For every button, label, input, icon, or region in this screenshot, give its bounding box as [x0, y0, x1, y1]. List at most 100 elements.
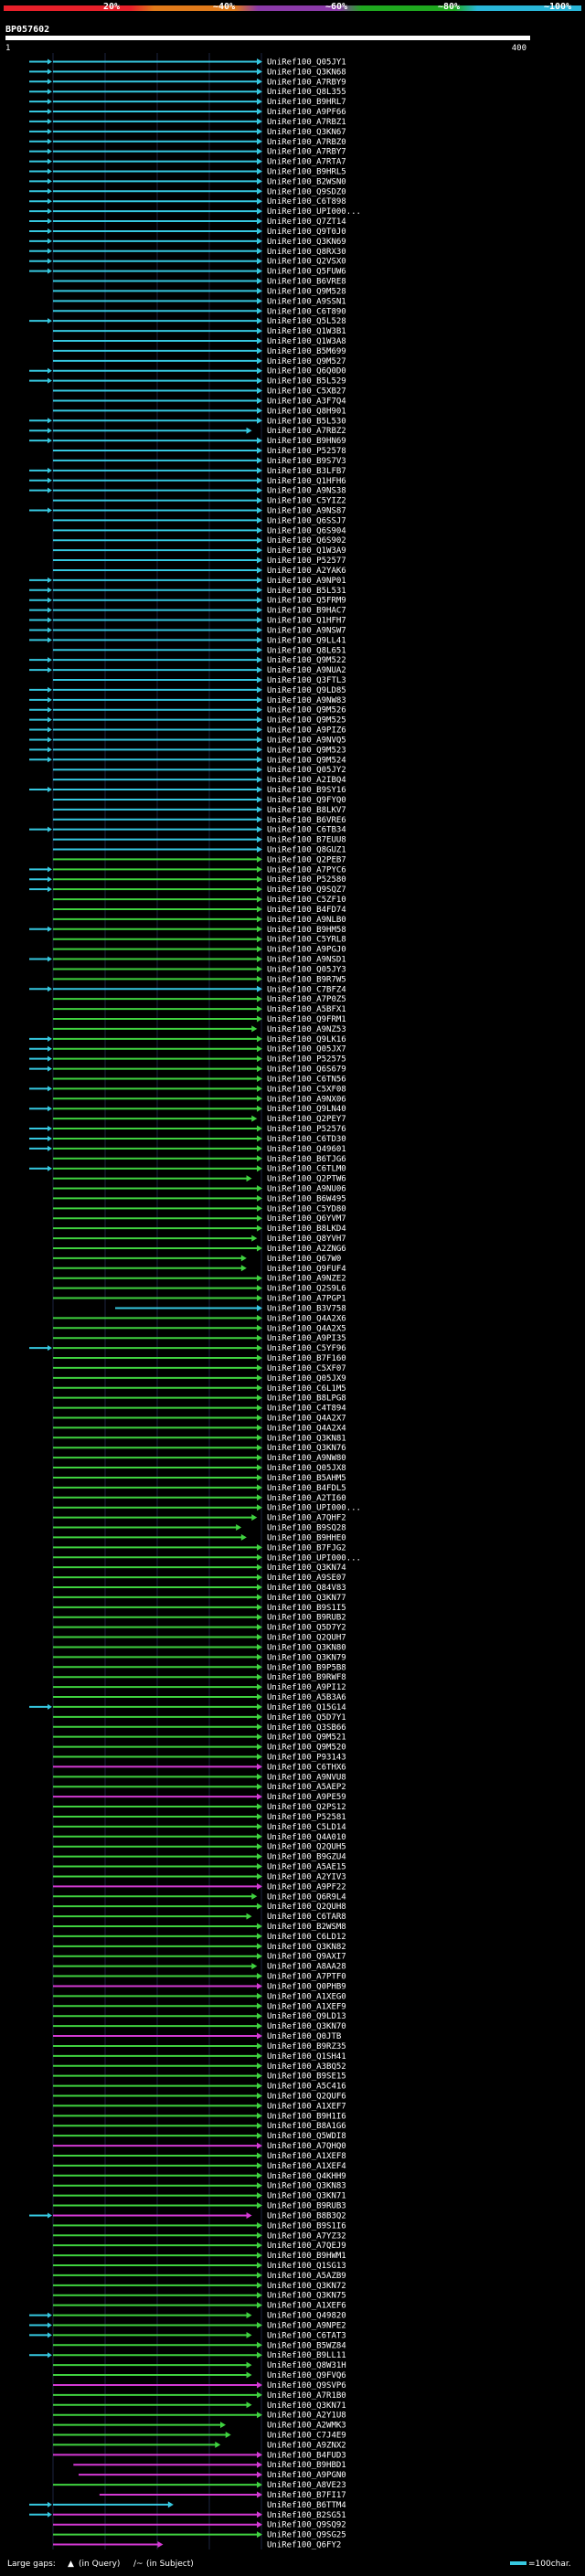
hit-label[interactable]: UniRef100_A9PIZ6 — [267, 726, 346, 736]
hit-label[interactable]: UniRef100_Q4KHH9 — [267, 2172, 346, 2181]
hit-row[interactable]: UniRef100_Q9M522 — [29, 656, 346, 665]
hit-row[interactable]: UniRef100_Q5WDI8 — [53, 2132, 346, 2141]
hit-label[interactable]: UniRef100_UPI000... — [267, 207, 361, 217]
hit-label[interactable]: UniRef100_Q9M523 — [267, 746, 346, 755]
hit-label[interactable]: UniRef100_B6TTM4 — [267, 2501, 346, 2510]
hit-label[interactable]: UniRef100_C6TAT3 — [267, 2331, 346, 2340]
hit-label[interactable]: UniRef100_C5ZF10 — [267, 896, 346, 905]
hit-row[interactable]: UniRef100_B9HRL7 — [29, 98, 346, 107]
hit-label[interactable]: UniRef100_A1XEF8 — [267, 2152, 346, 2161]
hit-label[interactable]: UniRef100_B9SY16 — [267, 786, 346, 795]
hit-row[interactable]: UniRef100_Q05JY3 — [53, 965, 346, 974]
hit-label[interactable]: UniRef100_B9HHE0 — [267, 1533, 346, 1542]
hit-label[interactable]: UniRef100_B9HN69 — [267, 437, 346, 446]
hit-row[interactable]: UniRef100_A3F7Q4 — [53, 397, 346, 406]
hit-label[interactable]: UniRef100_Q3KN82 — [267, 1943, 346, 1952]
hit-row[interactable]: UniRef100_Q3KN70 — [53, 2022, 346, 2031]
hit-row[interactable]: UniRef100_Q2QUH8 — [53, 1903, 346, 1912]
hit-row[interactable]: UniRef100_Q9SG25 — [53, 2531, 346, 2540]
hit-label[interactable]: UniRef100_Q9M520 — [267, 1744, 346, 1753]
hit-label[interactable]: UniRef100_B3V758 — [267, 1304, 346, 1313]
hit-row[interactable]: UniRef100_Q6R9L4 — [53, 1892, 346, 1902]
hit-row[interactable]: UniRef100_UPI000... — [53, 1504, 361, 1513]
hit-row[interactable]: UniRef100_Q05JX8 — [53, 1464, 346, 1473]
hit-label[interactable]: UniRef100_B8A1G6 — [267, 2122, 346, 2131]
hit-row[interactable]: UniRef100_A9PGN0 — [79, 2471, 346, 2480]
hit-label[interactable]: UniRef100_A9NVU8 — [267, 1773, 346, 1782]
hit-row[interactable]: UniRef100_Q9LK16 — [29, 1035, 346, 1044]
hit-label[interactable]: UniRef100_Q9M526 — [267, 706, 346, 716]
hit-row[interactable]: UniRef100_Q9LL41 — [29, 636, 346, 645]
hit-label[interactable]: UniRef100_A9SSN1 — [267, 297, 346, 306]
hit-row[interactable]: UniRef100_Q5L528 — [29, 317, 346, 326]
hit-row[interactable]: UniRef100_A1XEF6 — [53, 2302, 346, 2311]
hit-row[interactable]: UniRef100_B9GZU4 — [53, 1853, 346, 1862]
hit-label[interactable]: UniRef100_A9NSD1 — [267, 956, 346, 965]
hit-row[interactable]: UniRef100_A5AZB9 — [53, 2272, 346, 2281]
hit-row[interactable]: UniRef100_Q9M526 — [29, 706, 346, 716]
hit-label[interactable]: UniRef100_Q05JY3 — [267, 965, 346, 974]
hit-label[interactable]: UniRef100_C5XF08 — [267, 1085, 346, 1094]
hit-label[interactable]: UniRef100_B2SG51 — [267, 2511, 346, 2520]
hit-label[interactable]: UniRef100_B5M699 — [267, 347, 346, 356]
hit-label[interactable]: UniRef100_Q9SG25 — [267, 2531, 346, 2540]
hit-row[interactable]: UniRef100_A5AEP2 — [53, 1783, 346, 1792]
hit-row[interactable]: UniRef100_Q3FTL3 — [53, 676, 346, 685]
hit-label[interactable]: UniRef100_Q4A010 — [267, 1833, 346, 1842]
hit-row[interactable]: UniRef100_A7RBZ1 — [29, 118, 346, 127]
hit-row[interactable]: UniRef100_C6TLM0 — [29, 1165, 346, 1174]
hit-label[interactable]: UniRef100_B5WZ84 — [267, 2341, 346, 2350]
hit-row[interactable]: UniRef100_Q3KN69 — [29, 238, 346, 247]
hit-row[interactable]: UniRef100_B5WZ84 — [53, 2341, 346, 2350]
hit-label[interactable]: UniRef100_A5C416 — [267, 2083, 346, 2092]
hit-row[interactable]: UniRef100_P52581 — [53, 1813, 346, 1822]
hit-label[interactable]: UniRef100_B9HRL5 — [267, 167, 346, 176]
hit-row[interactable]: UniRef100_Q0JTB — [53, 2032, 341, 2041]
hit-label[interactable]: UniRef100_B6VRE6 — [267, 816, 346, 825]
hit-row[interactable]: UniRef100_Q8GUZ1 — [53, 846, 346, 855]
hit-label[interactable]: UniRef100_B9H1I6 — [267, 2112, 346, 2121]
hit-label[interactable]: UniRef100_Q3KN76 — [267, 1444, 346, 1453]
hit-row[interactable]: UniRef100_Q5D7Y2 — [53, 1624, 346, 1633]
hit-row[interactable]: UniRef100_Q2QUH7 — [53, 1634, 346, 1643]
hit-label[interactable]: UniRef100_Q5FRM9 — [267, 597, 346, 606]
hit-row[interactable]: UniRef100_Q9AXI7 — [53, 1953, 346, 1962]
hit-label[interactable]: UniRef100_B9HM58 — [267, 926, 346, 935]
hit-label[interactable]: UniRef100_A9NP01 — [267, 577, 346, 586]
hit-row[interactable]: UniRef100_Q3KN83 — [53, 2182, 346, 2191]
hit-label[interactable]: UniRef100_Q2QUF6 — [267, 2093, 346, 2102]
hit-row[interactable]: UniRef100_Q1W3B1 — [53, 327, 346, 336]
hit-label[interactable]: UniRef100_UPI000... — [267, 1553, 361, 1563]
hit-label[interactable]: UniRef100_Q4A2X4 — [267, 1424, 346, 1433]
hit-label[interactable]: UniRef100_A7QEJ9 — [267, 2242, 346, 2251]
hit-label[interactable]: UniRef100_Q0JTB — [267, 2032, 341, 2041]
hit-row[interactable]: UniRef100_Q2VSX0 — [29, 258, 346, 267]
hit-label[interactable]: UniRef100_Q8GUZ1 — [267, 846, 346, 855]
hit-row[interactable]: UniRef100_Q4A2X4 — [53, 1424, 346, 1433]
hit-row[interactable]: UniRef100_Q9SQ92 — [53, 2521, 346, 2530]
hit-row[interactable]: UniRef100_A9ZNX2 — [53, 2441, 346, 2450]
hit-label[interactable]: UniRef100_B9S7V3 — [267, 457, 346, 466]
hit-row[interactable]: UniRef100_C5XF07 — [53, 1364, 346, 1373]
hit-label[interactable]: UniRef100_C6T898 — [267, 197, 346, 207]
hit-label[interactable]: UniRef100_B6W495 — [267, 1194, 346, 1203]
hit-label[interactable]: UniRef100_Q3KN71 — [267, 2401, 346, 2411]
hit-label[interactable]: UniRef100_Q2PEY7 — [267, 1115, 346, 1124]
hit-label[interactable]: UniRef100_B9GZU4 — [267, 1853, 346, 1862]
hit-row[interactable]: UniRef100_Q4A2X7 — [53, 1414, 346, 1423]
hit-label[interactable]: UniRef100_A3BQ52 — [267, 2062, 346, 2072]
hit-row[interactable]: UniRef100_Q05JX7 — [29, 1045, 346, 1055]
hit-row[interactable]: UniRef100_Q2PEB7 — [53, 855, 346, 864]
hit-label[interactable]: UniRef100_A9NUA2 — [267, 666, 346, 675]
hit-row[interactable]: UniRef100_Q8W31H — [53, 2361, 346, 2370]
hit-label[interactable]: UniRef100_C7BFZ4 — [267, 985, 346, 994]
hit-row[interactable]: UniRef100_P52580 — [29, 875, 346, 885]
hit-label[interactable]: UniRef100_A9PI12 — [267, 1683, 346, 1692]
hit-label[interactable]: UniRef100_A7RBZ0 — [267, 138, 346, 147]
hit-label[interactable]: UniRef100_Q3SB66 — [267, 1723, 346, 1733]
hit-row[interactable]: UniRef100_A9NP01 — [29, 577, 346, 586]
hit-row[interactable]: UniRef100_Q05JX9 — [53, 1374, 346, 1383]
hit-label[interactable]: UniRef100_A5BFX1 — [267, 1005, 346, 1014]
hit-label[interactable]: UniRef100_A7RBZ1 — [267, 118, 346, 127]
hit-row[interactable]: UniRef100_Q05JY2 — [53, 766, 346, 775]
